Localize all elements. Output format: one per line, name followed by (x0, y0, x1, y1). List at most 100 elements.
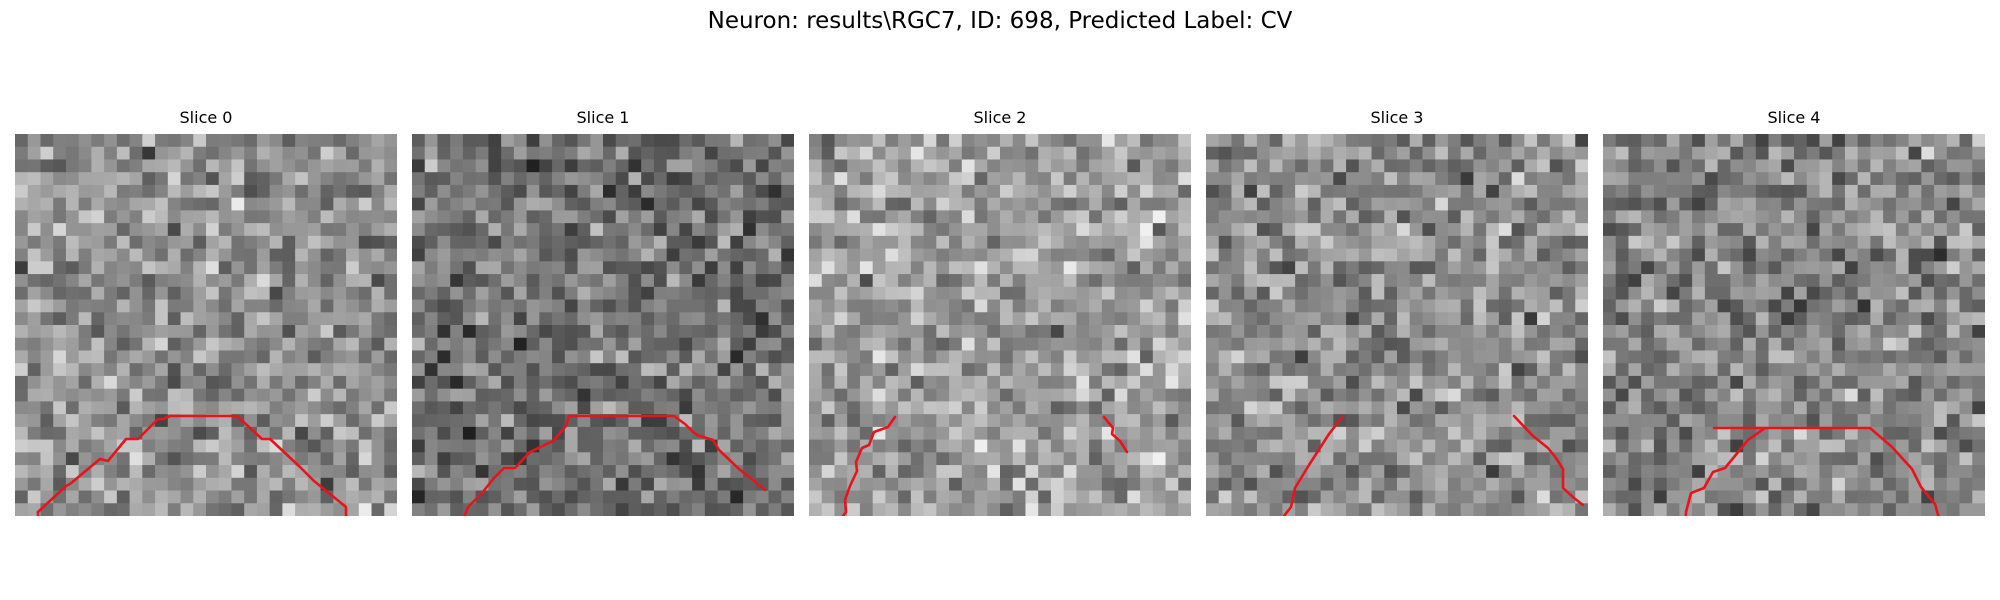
pixel-cell (1692, 465, 1706, 479)
pixel-cell (1781, 159, 1795, 173)
pixel-cell (974, 337, 988, 351)
pixel-cell (653, 388, 668, 402)
pixel-cell (1743, 465, 1757, 479)
pixel-cell (1101, 235, 1115, 249)
pixel-cell (847, 503, 861, 516)
pixel-cell (295, 388, 309, 402)
pixel-cell (961, 490, 975, 504)
pixel-cell (1870, 235, 1884, 249)
pixel-cell (1486, 261, 1500, 275)
pixel-cell (1615, 325, 1629, 339)
pixel-cell (1358, 388, 1372, 402)
pixel-cell (1524, 235, 1538, 249)
pixel-cell (1397, 146, 1411, 160)
pixel-cell (1269, 299, 1283, 313)
pixel-cell (1549, 146, 1563, 160)
pixel-cell (256, 325, 271, 339)
pixel-cell (1218, 414, 1232, 428)
pixel-cell (1473, 363, 1487, 377)
pixel-cell (1806, 312, 1820, 326)
pixel-cell (1140, 184, 1154, 199)
pixel-cell (872, 388, 886, 402)
pixel-cell (488, 439, 502, 453)
pixel-cell (155, 210, 169, 224)
pixel-cell (1537, 146, 1551, 160)
pixel-cell (1346, 248, 1360, 262)
pixel-cell (206, 197, 220, 211)
pixel-cell (1883, 363, 1897, 377)
pixel-cell (1244, 375, 1258, 390)
pixel-cell (1178, 426, 1191, 440)
pixel-cell (949, 325, 963, 339)
pixel-cell (692, 477, 706, 491)
pixel-cell (1704, 286, 1718, 300)
pixel-cell (949, 286, 963, 300)
pixel-cell (641, 503, 655, 516)
pixel-cell (27, 452, 41, 466)
pixel-cell (590, 490, 604, 504)
pixel-cell (27, 210, 41, 224)
pixel-cell (1755, 159, 1769, 173)
pixel-cell (768, 134, 782, 148)
pixel-cell (1435, 223, 1449, 237)
pixel-cell (730, 223, 744, 237)
pixel-cell (755, 325, 769, 339)
pixel-cell (961, 146, 975, 160)
pixel-cell (552, 274, 566, 288)
pixel-cell (450, 223, 464, 237)
pixel-cell (1959, 414, 1973, 428)
pixel-cell (1959, 172, 1973, 186)
pixel-cell (1152, 146, 1166, 160)
pixel-cell (218, 299, 232, 313)
pixel-cell (1397, 223, 1411, 237)
pixel-cell (885, 134, 899, 148)
pixel-cell (91, 426, 105, 440)
pixel-cell (256, 261, 271, 275)
pixel-cell (641, 452, 655, 466)
pixel-cell (1692, 235, 1706, 249)
pixel-cell (320, 134, 334, 148)
pixel-cell (1615, 197, 1629, 211)
pixel-cell (193, 503, 207, 516)
pixel-cell (1422, 172, 1436, 186)
pixel-cell (1934, 439, 1948, 453)
pixel-cell (501, 490, 515, 504)
pixel-cell (1755, 286, 1769, 300)
pixel-cell (1244, 388, 1258, 402)
pixel-cell (1498, 363, 1512, 377)
pixel-cell (1524, 159, 1538, 173)
pixel-cell (1460, 159, 1474, 173)
pixel-cell (1857, 172, 1871, 186)
pixel-cell (781, 274, 794, 288)
pixel-cell (603, 439, 617, 453)
pixel-cell (539, 159, 553, 173)
pixel-cell (384, 426, 397, 440)
pixel-cell (307, 363, 321, 377)
pixel-cell (679, 375, 693, 390)
pixel-cell (1076, 261, 1090, 275)
pixel-cell (1511, 350, 1525, 364)
pixel-cell (898, 350, 912, 364)
pixel-cell (910, 210, 924, 224)
pixel-cell (987, 503, 1001, 516)
pixel-cell (206, 223, 220, 237)
pixel-cell (755, 172, 769, 186)
pixel-cell (1218, 223, 1232, 237)
pixel-cell (155, 299, 169, 313)
pixel-cell (1050, 312, 1065, 326)
pixel-cell (412, 223, 426, 237)
pixel-cell (167, 426, 181, 440)
pixel-cell (755, 299, 769, 313)
pixel-cell (1206, 388, 1220, 402)
pixel-cell (1806, 261, 1820, 275)
pixel-cell (1537, 503, 1551, 516)
pixel-cell (1384, 503, 1398, 516)
pixel-cell (539, 337, 553, 351)
pixel-cell (91, 248, 105, 262)
pixel-cell (1063, 172, 1077, 186)
pixel-cell (704, 197, 718, 211)
pixel-cell (1025, 210, 1039, 224)
pixel-cell (1422, 146, 1436, 160)
pixel-cell (1371, 465, 1385, 479)
pixel-cell (129, 439, 143, 453)
